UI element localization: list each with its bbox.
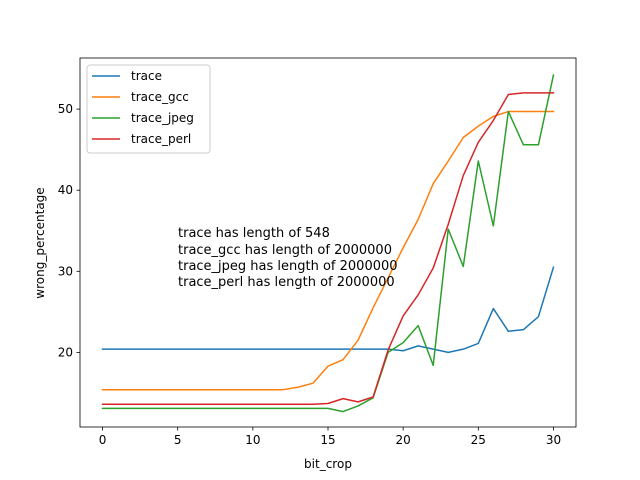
series-line-trace xyxy=(101,266,555,354)
annotation-line: trace_gcc has length of 2000000 xyxy=(178,243,392,258)
y-tick-label: 40 xyxy=(58,183,73,197)
series-line-trace-gcc xyxy=(101,110,555,391)
x-tick-label: 5 xyxy=(174,433,182,447)
x-tick-label: 30 xyxy=(546,433,561,447)
x-tick-label: 15 xyxy=(320,433,335,447)
y-tick-label: 30 xyxy=(58,264,73,278)
x-tick-label: 20 xyxy=(396,433,411,447)
series-line-trace-jpeg xyxy=(101,74,555,413)
y-tick-label: 20 xyxy=(58,345,73,359)
legend-label: trace_gcc xyxy=(131,90,189,104)
x-tick-label: 0 xyxy=(99,433,107,447)
legend: trace trace_gcc trace_jpeg trace_perl xyxy=(86,64,211,154)
legend-label: trace_jpeg xyxy=(131,111,194,125)
annotation-line: trace has length of 548 xyxy=(178,226,330,241)
legend-box xyxy=(86,64,211,154)
x-tick-label: 10 xyxy=(245,433,260,447)
series-lines xyxy=(101,74,555,413)
annotation-block: trace has length of 548 trace_gcc has le… xyxy=(178,226,398,290)
annotation-line: trace_perl has length of 2000000 xyxy=(178,275,395,290)
x-axis-label: bit_crop xyxy=(304,457,352,471)
legend-label: trace xyxy=(131,69,162,83)
x-tick-label: 25 xyxy=(471,433,486,447)
legend-label: trace_perl xyxy=(131,132,191,146)
annotation-line: trace_jpeg has length of 2000000 xyxy=(178,259,398,274)
series-line-trace-perl xyxy=(101,92,555,406)
y-axis-label: wrong_percentage xyxy=(33,187,47,298)
y-tick-label: 50 xyxy=(58,102,73,116)
axis-ticks: 0 5 10 15 20 25 30 20 30 40 50 xyxy=(58,102,561,447)
